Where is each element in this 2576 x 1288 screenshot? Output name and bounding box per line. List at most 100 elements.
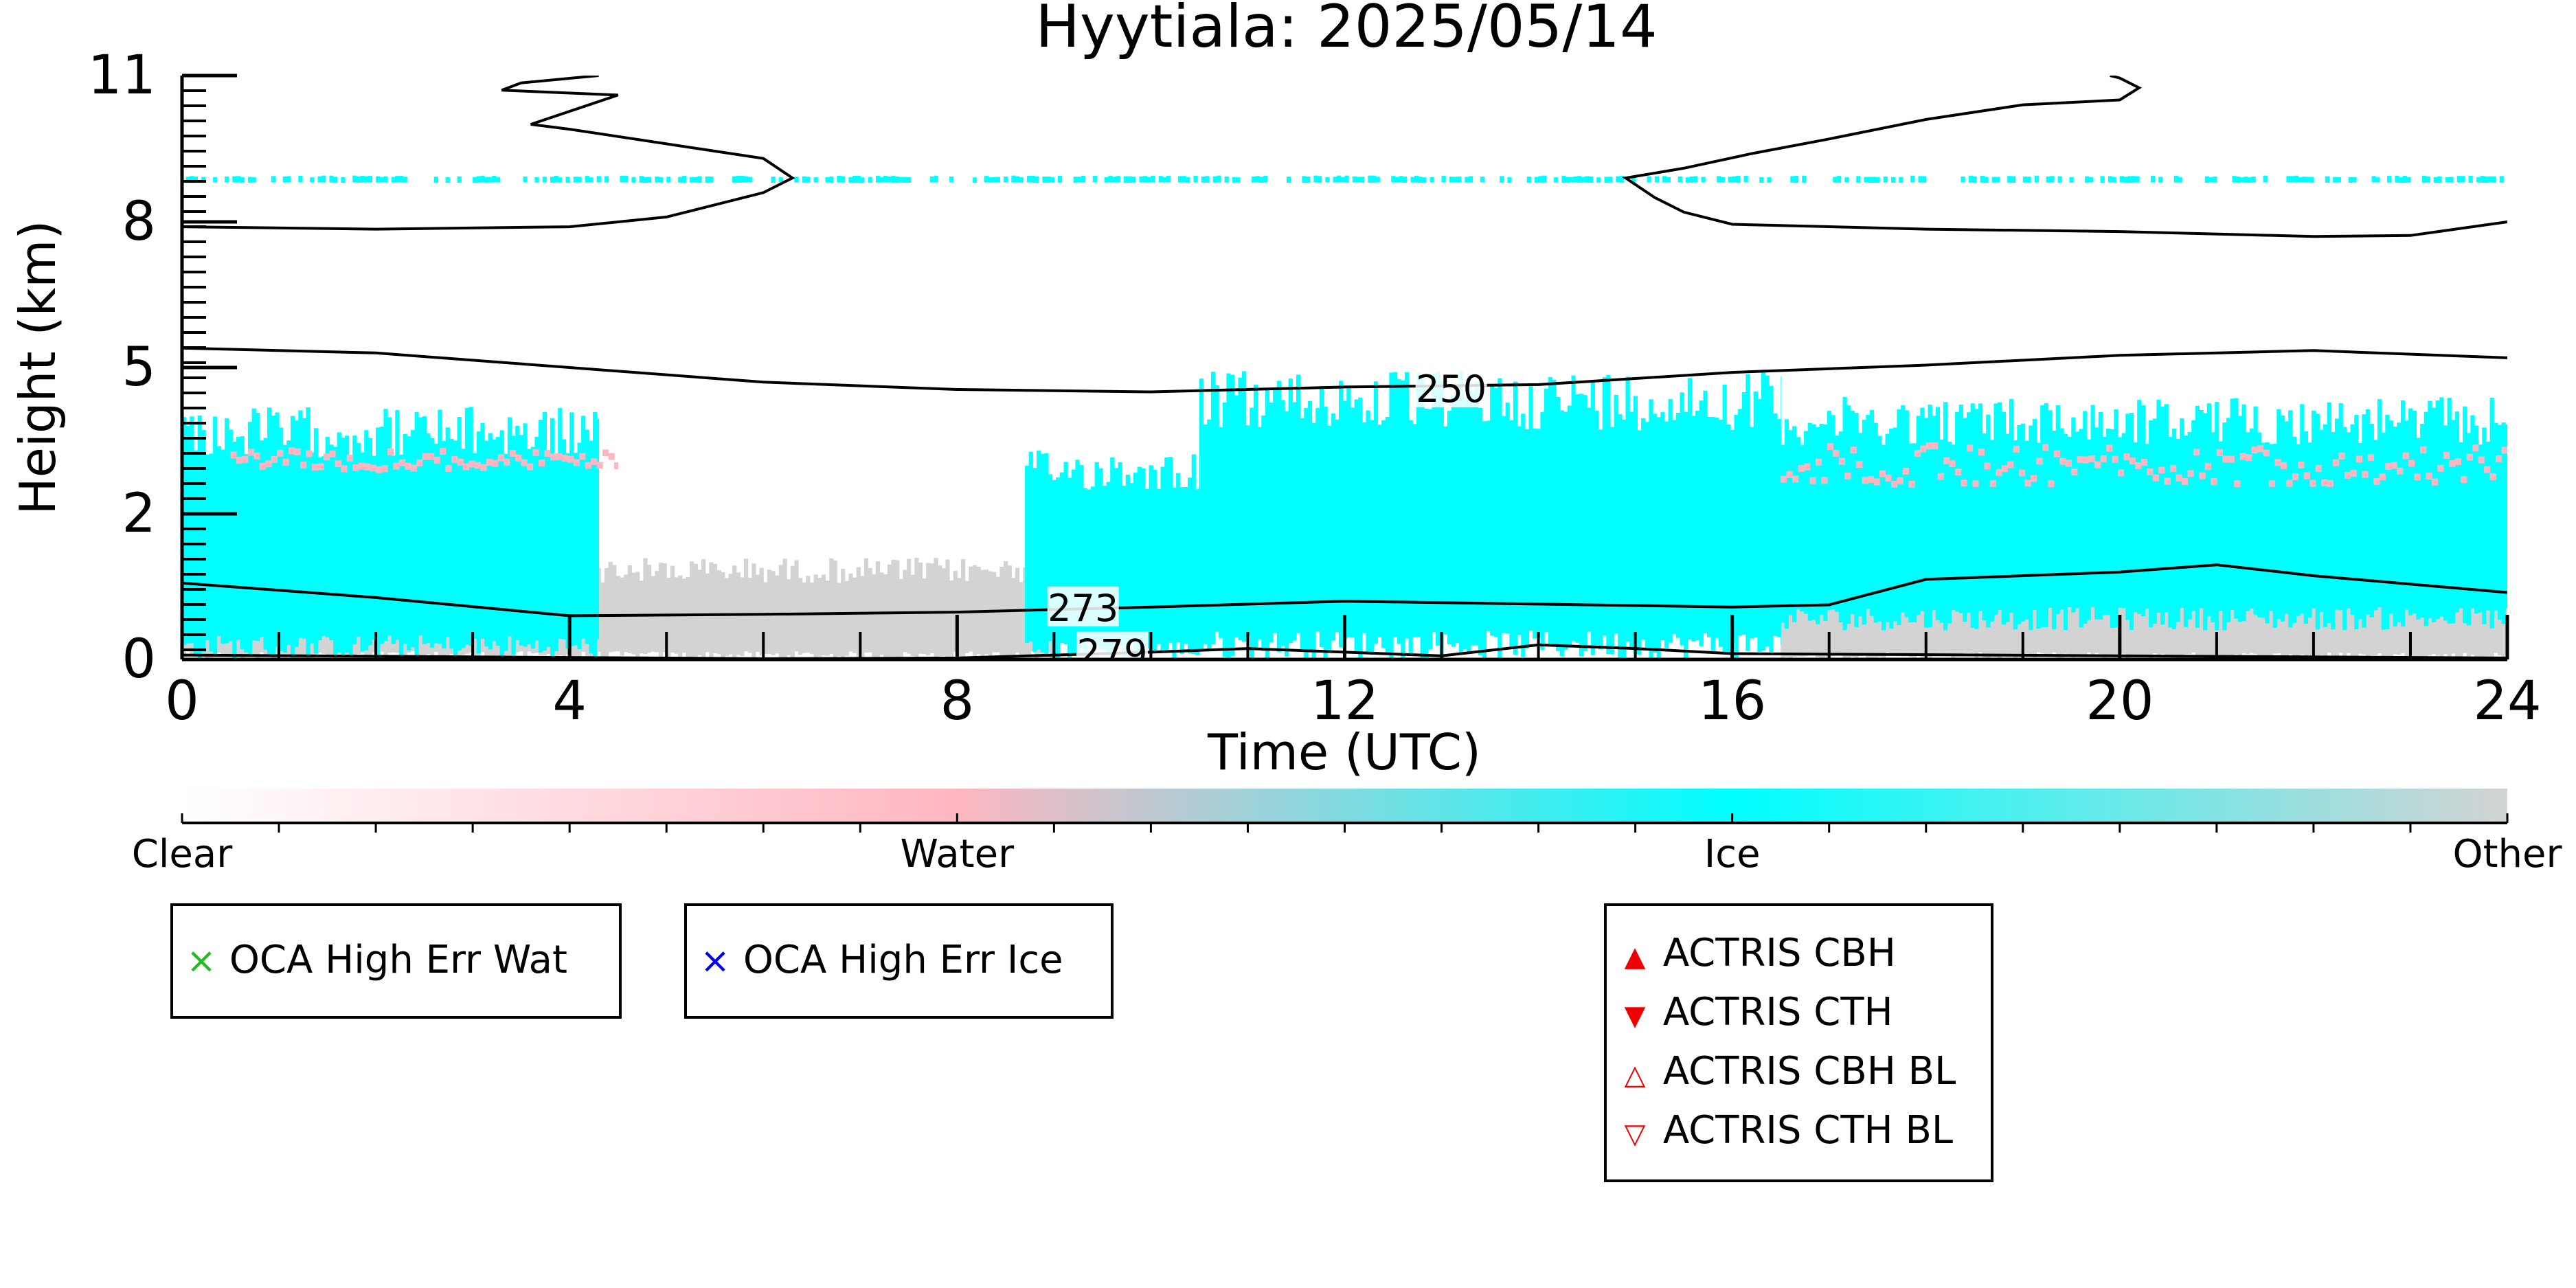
data-cell [612,565,617,652]
data-cell [2106,444,2113,452]
data-cell [2312,410,2316,609]
data-cell [1381,420,1386,648]
data-cell [2222,455,2229,463]
data-cell [922,578,927,655]
data-cell [2083,456,2090,464]
data-cell [523,423,528,647]
data-cell [1877,436,1882,622]
data-cell [488,433,493,650]
data-cell [329,450,336,457]
data-cell [2505,424,2507,609]
data-cell [2133,582,2138,657]
data-cell [346,454,353,462]
data-cell [271,416,275,655]
data-cell [2263,175,2268,183]
data-cell [1114,468,1118,646]
data-cell [2478,590,2483,657]
data-cell [2222,422,2227,631]
x-tick-label: 16 [1698,670,1766,732]
data-cell [802,582,806,653]
data-cell [705,573,710,653]
data-cell [1554,177,1559,183]
data-cell [251,408,256,641]
data-cell [2137,400,2142,614]
data-cell [1991,177,1996,183]
data-cell [2395,175,2399,183]
data-cell [1932,442,1939,449]
data-cell [2461,476,2467,484]
data-cell [2400,400,2406,627]
data-cell [391,455,396,644]
data-cell [1118,462,1122,646]
data-cell [1040,453,1045,653]
data-cell [358,462,365,470]
legend-actris: ▲ ACTRIS CBH ▼ ACTRIS CTH △ ACTRIS CBH B… [1604,903,1993,1182]
data-cell [907,558,912,654]
data-cell [2059,457,2066,465]
data-cell [333,177,338,183]
data-cell [2226,418,2231,622]
data-cell [2449,460,2456,467]
data-cell [2071,576,2076,657]
data-cell [247,422,253,656]
data-cell [1201,176,1206,183]
data-cell [1947,442,1952,624]
data-cell [929,563,934,653]
y-tick-label: 2 [122,483,156,545]
data-cell [1226,373,1231,658]
data-cell [1214,385,1219,632]
data-cell [918,563,923,654]
data-cell [193,450,199,655]
data-cell [2206,403,2211,616]
data-cell [1978,449,1985,456]
data-cell [1869,409,1875,616]
data-cell [2334,570,2340,656]
data-cell [2385,463,2392,470]
data-cell [294,420,299,647]
data-cell [2172,428,2177,630]
data-cell [2206,586,2211,657]
data-cell [1004,561,1008,655]
data-cell [787,579,791,656]
data-cell [929,176,934,183]
data-cell [1042,177,1047,183]
data-cell [1127,176,1132,183]
region-ice [1025,450,1200,659]
data-cell [567,455,574,463]
data-cell [2140,459,2147,466]
data-cell [546,453,551,647]
data-cell [1868,177,1873,183]
data-cell [2358,442,2362,619]
data-cell [2505,575,2507,654]
data-cell [1850,411,1855,614]
data-cell [1920,407,1925,611]
data-cell [1098,468,1103,649]
data-cell [759,567,764,656]
data-cell [1032,468,1037,652]
data-cell [2354,414,2359,630]
data-cell [1286,177,1291,183]
data-cell [716,570,721,655]
data-cell [197,415,202,659]
data-cell [2420,446,2427,453]
data-cell [263,438,268,650]
data-cell [298,176,303,183]
data-cell [782,558,787,659]
data-cell [398,176,404,183]
data-cell [891,175,896,183]
data-cell [1046,177,1051,183]
data-cell [1441,175,1446,183]
data-cell [1110,457,1115,657]
data-cell [242,455,249,463]
data-cell [1351,407,1355,638]
data-cell [2021,423,2026,622]
triangle-up-outline-icon: △ [1624,1059,1646,1091]
data-cell [1858,576,1863,657]
data-cell [2309,177,2314,183]
data-cell [802,176,806,183]
contour-line-upper-3 [182,76,795,231]
x-axis-label: Time (UTC) [1207,723,1481,781]
data-cell [887,564,892,657]
data-cell [2145,573,2149,656]
